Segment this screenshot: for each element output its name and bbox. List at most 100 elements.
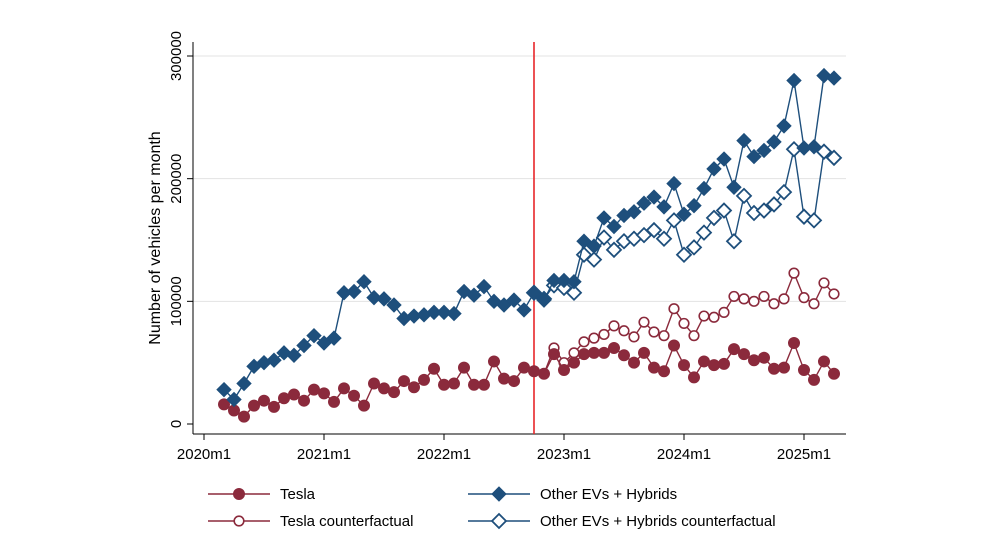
data-point [725,232,743,250]
data-point [226,391,242,408]
data-point [588,332,600,344]
data-point [496,297,512,313]
data-point [768,362,780,375]
y-tick-label: 0 [168,420,185,428]
data-point [628,331,640,343]
legend-item: Other EVs + Hybrids [468,486,677,503]
data-point [238,410,250,423]
x-tick-label: 2021m1 [297,446,351,463]
data-point [568,356,580,369]
x-tick-label: 2023m1 [537,446,591,463]
data-point [638,346,650,359]
data-point [605,241,623,259]
x-tick-label: 2025m1 [777,446,831,463]
data-point [798,364,810,377]
data-point [478,378,490,391]
data-point [468,378,480,391]
data-point [778,361,790,374]
data-point [296,337,312,354]
data-point [738,293,750,305]
x-ticks: 2020m1 2021m1 2022m1 2023m1 2024m1 2025m1 [177,434,831,463]
data-point [248,399,260,412]
data-point [278,392,290,405]
data-point [386,297,402,313]
y-tick-label: 200000 [168,154,185,204]
data-point [578,336,590,348]
data-point [678,317,690,330]
data-point [756,142,772,159]
data-point [698,355,710,368]
data-point [458,361,470,374]
data-point [536,292,552,308]
data-point [715,202,733,219]
data-point [448,377,460,390]
series-tesla [218,337,840,423]
legend-marker [233,488,245,500]
data-point [768,298,780,310]
data-point [728,343,740,356]
data-point [606,218,622,235]
data-point [318,387,330,400]
legend-marker [491,486,507,502]
data-point [236,375,252,392]
data-point [538,367,550,380]
data-point [675,246,693,263]
data-point [585,251,603,268]
data-point [648,326,660,338]
data-point [258,394,270,407]
data-point [685,239,703,256]
data-point [528,365,540,378]
data-point [766,134,782,150]
data-point [676,206,692,222]
data-point [266,352,282,368]
x-tick-label: 2022m1 [417,446,471,463]
data-point [735,187,753,205]
data-point [376,291,392,307]
data-point [825,149,843,167]
data-point [828,367,840,380]
data-point [716,151,732,167]
data-point [216,381,232,398]
data-point [815,143,833,160]
legend-marker [233,515,245,527]
data-point [678,359,690,372]
data-point [408,381,420,394]
legend-item: Other EVs + Hybrids counterfactual [468,512,776,530]
data-point [298,394,310,407]
series-line [533,149,835,300]
data-point [428,362,440,375]
data-point [666,175,682,192]
data-point [818,277,830,289]
data-point [326,330,342,346]
data-point [658,365,670,378]
data-point [658,330,670,342]
data-point [818,355,830,368]
data-point [436,304,452,321]
data-point [765,196,783,213]
data-point [726,179,742,195]
series [216,67,843,423]
data-point [526,285,542,301]
data-point [808,373,820,386]
data-point [636,195,652,211]
data-point [808,298,820,310]
data-point [646,189,662,205]
data-point [758,290,770,303]
data-point [748,354,760,367]
data-point [788,267,800,279]
data-point [558,364,570,377]
data-point [358,399,370,412]
data-point [578,348,590,361]
data-point [828,288,840,300]
legend-item: Tesla counterfactual [208,513,413,530]
data-point [656,199,672,215]
data-point [668,339,680,352]
data-point [438,378,450,391]
data-point [775,183,793,201]
data-point [695,224,713,241]
data-point [568,347,580,359]
data-point [718,306,730,318]
data-point [798,292,810,304]
data-point [686,197,702,214]
